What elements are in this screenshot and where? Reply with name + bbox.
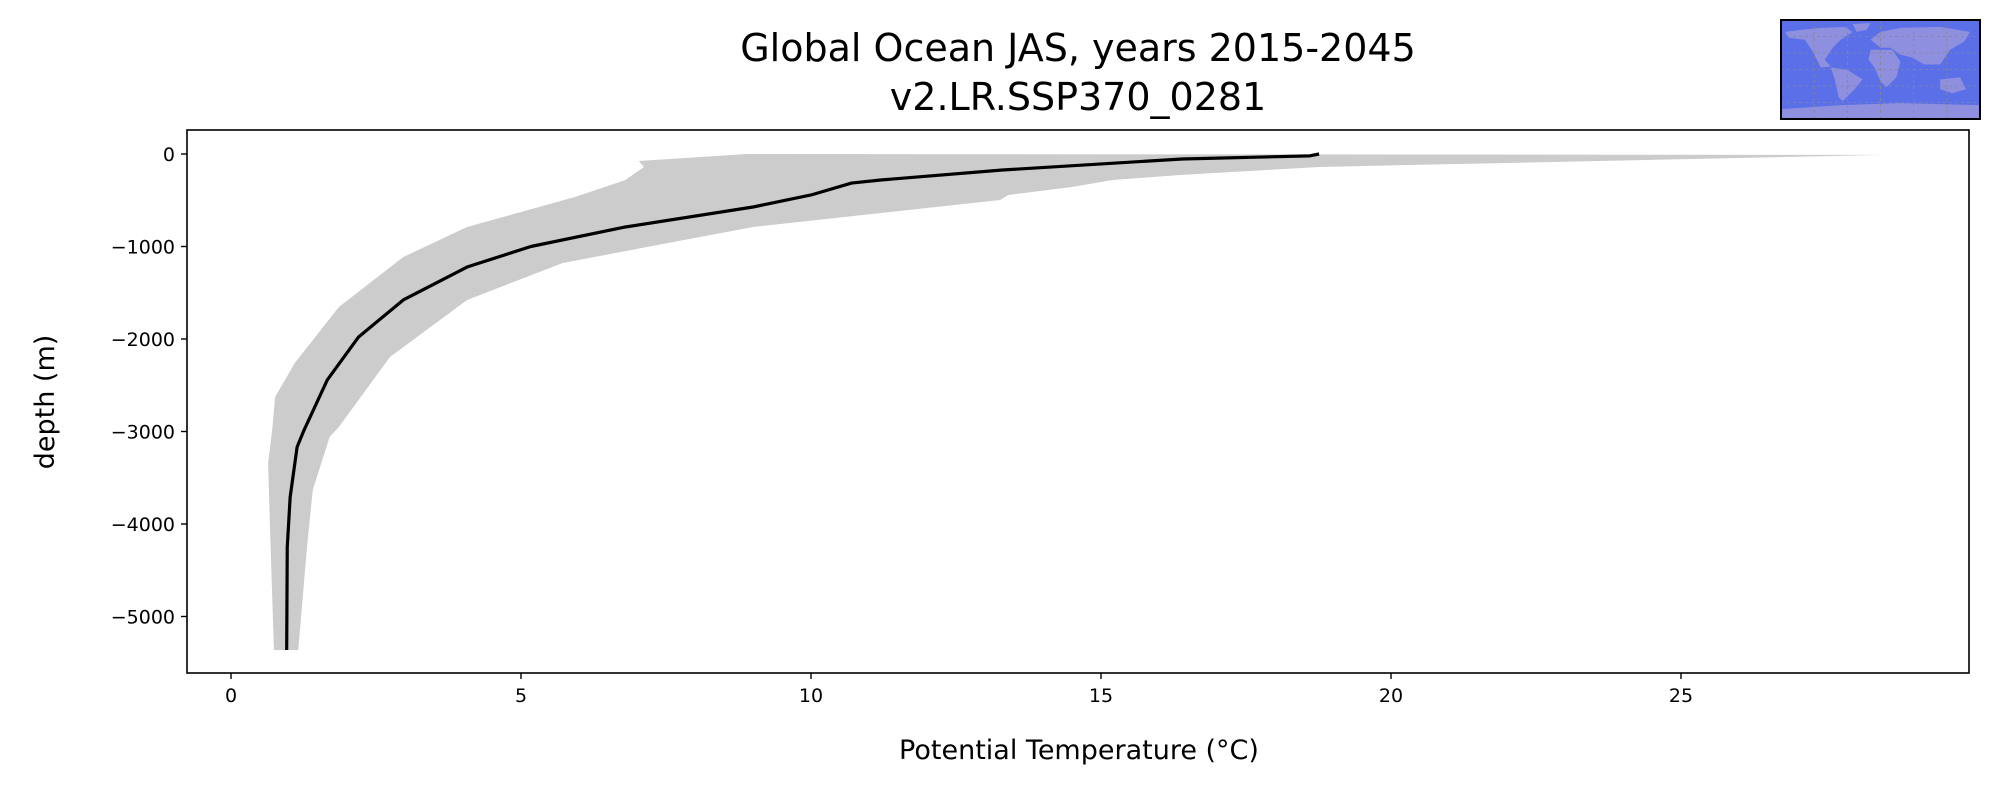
mean-profile-line bbox=[285, 152, 1320, 650]
plot-area: 0 5 10 15 20 25 0 −1000 −2000 −3000 −4000 −5000 bbox=[111, 129, 1970, 707]
map-landmass bbox=[1830, 67, 1863, 102]
y-tick-label: −4000 bbox=[111, 514, 175, 536]
y-tick-label: −3000 bbox=[111, 422, 175, 444]
map-landmass bbox=[1868, 49, 1901, 88]
y-tick-label: −2000 bbox=[111, 329, 175, 351]
x-axis-label: Potential Temperature (°C) bbox=[899, 735, 1259, 766]
x-tick-label: 5 bbox=[515, 685, 527, 707]
y-axis-label: depth (m) bbox=[30, 335, 61, 470]
x-tick-label: 15 bbox=[1089, 685, 1113, 707]
map-landmass bbox=[1852, 22, 1871, 32]
chart-subtitle: v2.LR.SSP370_0281 bbox=[890, 75, 1266, 119]
map-landmass bbox=[1784, 26, 1853, 68]
x-tick-label: 25 bbox=[1669, 685, 1693, 707]
y-tick-label: −5000 bbox=[111, 607, 175, 629]
axes-frame bbox=[186, 129, 1970, 674]
chart-title: Global Ocean JAS, years 2015-2045 bbox=[740, 26, 1416, 70]
world-map-icon bbox=[1780, 19, 1981, 120]
y-tick-label: −1000 bbox=[111, 237, 175, 259]
y-tick-label: 0 bbox=[163, 144, 175, 166]
x-tick-label: 0 bbox=[225, 685, 237, 707]
x-tick-label: 20 bbox=[1379, 685, 1403, 707]
map-frame bbox=[1780, 19, 1981, 120]
x-tick-label: 10 bbox=[799, 685, 823, 707]
range-band bbox=[268, 154, 1884, 650]
